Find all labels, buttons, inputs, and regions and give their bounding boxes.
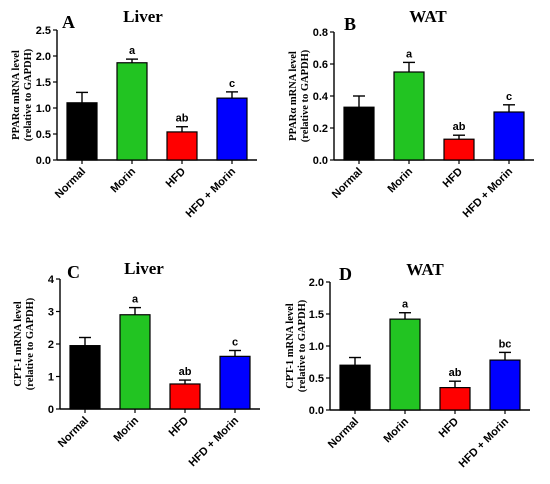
significance-label: a xyxy=(129,45,136,57)
x-tick-label: HFD + Morin xyxy=(187,414,242,469)
panel-title: Liver xyxy=(123,7,163,26)
significance-label: bc xyxy=(499,338,512,350)
y-tick-label: 0.5 xyxy=(36,129,51,141)
bar-hfd xyxy=(439,387,471,411)
y-tick-label: 0.8 xyxy=(313,27,328,39)
y-axis-label-line2: (relative to GAPDH) xyxy=(297,299,308,392)
y-tick-label: 1.5 xyxy=(36,77,51,89)
significance-label: c xyxy=(229,78,235,90)
significance-label: ab xyxy=(449,367,462,379)
panel-letter: C xyxy=(67,262,80,282)
x-tick-label: HFD + Morin xyxy=(457,415,512,470)
y-tick-label: 0.2 xyxy=(313,123,328,135)
bar-hfd xyxy=(169,383,201,410)
significance-label: c xyxy=(506,91,512,103)
panel-title: WAT xyxy=(409,7,447,26)
y-tick-label: 0.6 xyxy=(313,59,328,71)
significance-label: c xyxy=(232,337,238,349)
panel-letter: B xyxy=(344,14,356,34)
y-axis-label: CPT-1 mRNA level (relative to GAPDH) xyxy=(285,299,308,392)
y-tick-label: 0.5 xyxy=(309,373,324,385)
x-tick-label: Normal xyxy=(326,416,361,451)
panel-a: A Liver PPARα mRNA level (relative to GAPDH… xyxy=(11,7,257,220)
bar-morin xyxy=(393,71,425,161)
x-tick-label: Morin xyxy=(385,165,415,195)
y-tick-label: 1.0 xyxy=(36,103,51,115)
x-tick-label: HFD xyxy=(167,415,192,440)
y-axis-label-line1: CPT-1 mRNA level xyxy=(285,303,296,388)
x-tick-label: HFD + Morin xyxy=(184,165,239,220)
bar-hfd-morin xyxy=(493,111,525,161)
significance-label: ab xyxy=(176,113,189,125)
y-tick-label: 0 xyxy=(48,404,54,416)
y-axis-label: PPARα mRNA level (relative to GAPDH) xyxy=(11,48,34,141)
y-axis-label: PPARα mRNA level (relative to GAPDH) xyxy=(288,49,311,142)
x-tick-label: Morin xyxy=(108,165,138,195)
bar-normal xyxy=(339,364,371,411)
y-tick-label: 1.0 xyxy=(309,341,324,353)
x-tick-label: Morin xyxy=(111,414,141,444)
panel-title: WAT xyxy=(406,260,444,279)
significance-label: ab xyxy=(179,366,192,378)
bar-normal xyxy=(66,102,98,161)
y-tick-label: 1.5 xyxy=(309,309,324,321)
x-tick-label: Normal xyxy=(56,415,91,450)
y-axis-label-line2: (relative to GAPDH) xyxy=(23,48,34,141)
x-tick-label: Normal xyxy=(330,166,365,201)
bar-normal xyxy=(343,106,375,161)
y-tick-label: 0.0 xyxy=(36,155,51,167)
bar-morin xyxy=(116,62,148,161)
y-tick-label: 0.0 xyxy=(313,155,328,167)
bar-morin xyxy=(389,318,421,411)
y-tick-label: 0.0 xyxy=(309,405,324,417)
significance-label: a xyxy=(406,48,413,60)
bar-hfd-morin xyxy=(219,355,251,410)
y-axis-label-line2: (relative to GAPDH) xyxy=(25,297,36,390)
panel-letter: A xyxy=(62,12,75,32)
x-tick-label: HFD xyxy=(441,166,466,191)
y-tick-label: 2.0 xyxy=(36,51,51,63)
x-tick-label: HFD + Morin xyxy=(461,165,516,220)
bar-hfd-morin xyxy=(489,359,521,411)
y-axis-label: CPT-1 mRNA level (relative to GAPDH) xyxy=(13,297,36,390)
y-axis-label-line1: CPT-1 mRNA level xyxy=(13,301,24,386)
significance-label: a xyxy=(132,294,139,306)
bar-morin xyxy=(119,314,151,410)
y-axis-label-line1: PPARα mRNA level xyxy=(11,50,22,140)
y-axis-label-line1: PPARα mRNA level xyxy=(288,51,299,141)
panel-c: C Liver CPT-1 mRNA level (relative to GAPDH… xyxy=(13,259,260,469)
x-tick-label: Morin xyxy=(381,415,411,445)
y-axis-label-line2: (relative to GAPDH) xyxy=(300,49,311,142)
y-tick-label: 0.4 xyxy=(313,91,329,103)
bar-hfd-morin xyxy=(216,97,248,161)
y-tick-label: 2.5 xyxy=(36,25,51,37)
x-tick-label: HFD xyxy=(437,416,462,441)
bar-hfd xyxy=(443,138,475,161)
bar-hfd xyxy=(166,131,198,161)
y-tick-label: 4 xyxy=(48,274,55,286)
x-tick-label: Normal xyxy=(53,166,88,201)
x-tick-label: HFD xyxy=(164,166,189,191)
bar-normal xyxy=(69,345,101,410)
y-tick-label: 2 xyxy=(48,339,54,351)
y-tick-label: 1 xyxy=(48,372,54,384)
y-tick-label: 3 xyxy=(48,307,54,319)
significance-label: ab xyxy=(453,121,466,133)
significance-label: a xyxy=(402,299,409,311)
panel-title: Liver xyxy=(124,259,164,278)
y-tick-label: 2.0 xyxy=(309,277,324,289)
panel-letter: D xyxy=(339,264,352,284)
